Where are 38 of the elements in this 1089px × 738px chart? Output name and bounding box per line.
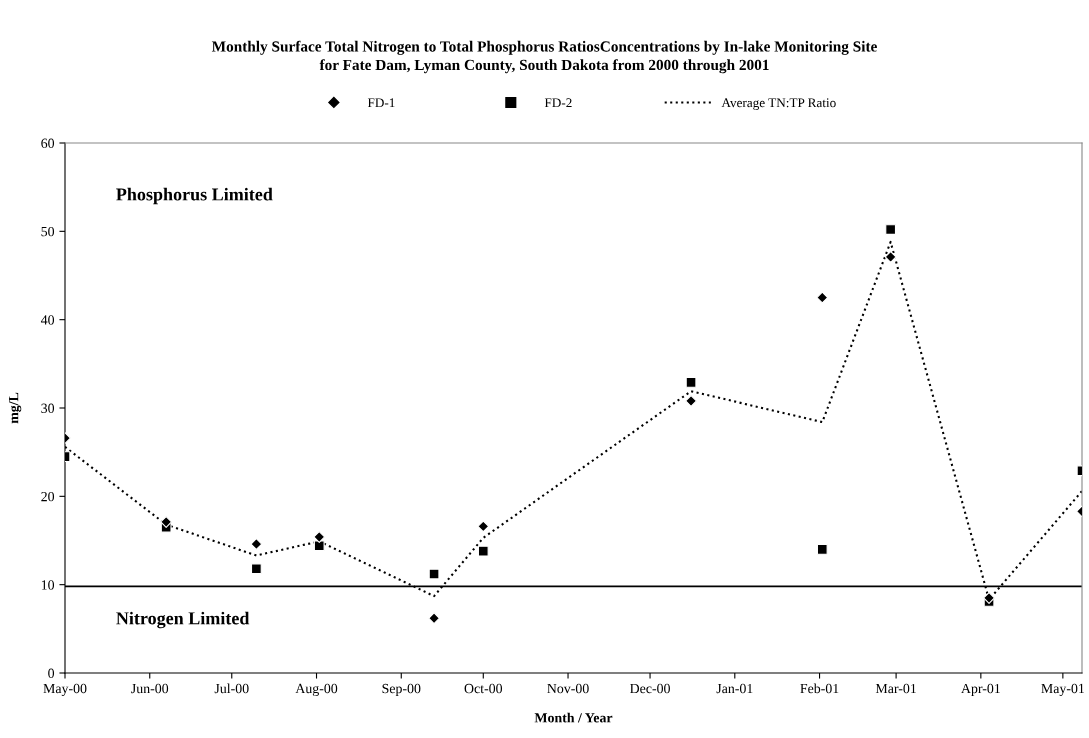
x-tick-label: Feb-01 — [800, 683, 839, 694]
point — [884, 251, 897, 263]
point — [983, 591, 995, 604]
point — [477, 545, 489, 557]
annotation: Phosphorus Limited — [116, 187, 273, 205]
x-tick-label: May-00 — [43, 683, 87, 697]
legend-label: Average TN:TP Ratio — [721, 98, 836, 110]
x-tick-label: Mar-01 — [875, 683, 916, 694]
x-tick-label: Dec-00 — [630, 683, 670, 694]
annotation: Nitrogen Limited — [116, 611, 250, 629]
y-tick-label: 20 — [41, 491, 55, 502]
x-tick-label: Jul-00 — [214, 683, 249, 694]
point — [816, 543, 828, 555]
point — [885, 224, 897, 235]
x-tick-label: Jan-01 — [716, 683, 753, 694]
y-tick-label: 30 — [41, 403, 55, 413]
point — [250, 538, 263, 550]
x-tick-label: Jun-00 — [131, 683, 169, 694]
y-tick-label: 10 — [41, 580, 55, 590]
y-tick-label: 0 — [48, 668, 55, 678]
point — [313, 531, 326, 543]
y-tick-label: 40 — [40, 315, 55, 325]
x-axis-title: Month / Year — [534, 712, 613, 723]
point — [685, 394, 697, 407]
legend-label: FD-2 — [544, 98, 572, 108]
point — [160, 516, 173, 528]
x-tick-label: Oct-00 — [464, 683, 503, 694]
y-axis-title: mg/L — [9, 392, 22, 424]
point — [313, 540, 325, 552]
chart-title: Monthly Surface Total Nitrogen to Total Phosphorus RatiosConcentrations by In-lake Monitoring Site for Fate Dam, Lyman County, South Dakota from 2000 through 2001 — [211, 40, 877, 74]
x-tick-label: Aug-00 — [295, 683, 338, 697]
x-tick-label: May-01 — [1041, 683, 1085, 697]
y-tick-label: 60 — [41, 138, 55, 148]
x-tick-label: Sep-00 — [382, 683, 421, 697]
x-tick-label: Nov-00 — [547, 683, 589, 694]
y-tick-label: 50 — [41, 226, 55, 237]
legend-label: FD-1 — [367, 98, 395, 108]
x-tick-label: Apr-01 — [961, 683, 1000, 697]
